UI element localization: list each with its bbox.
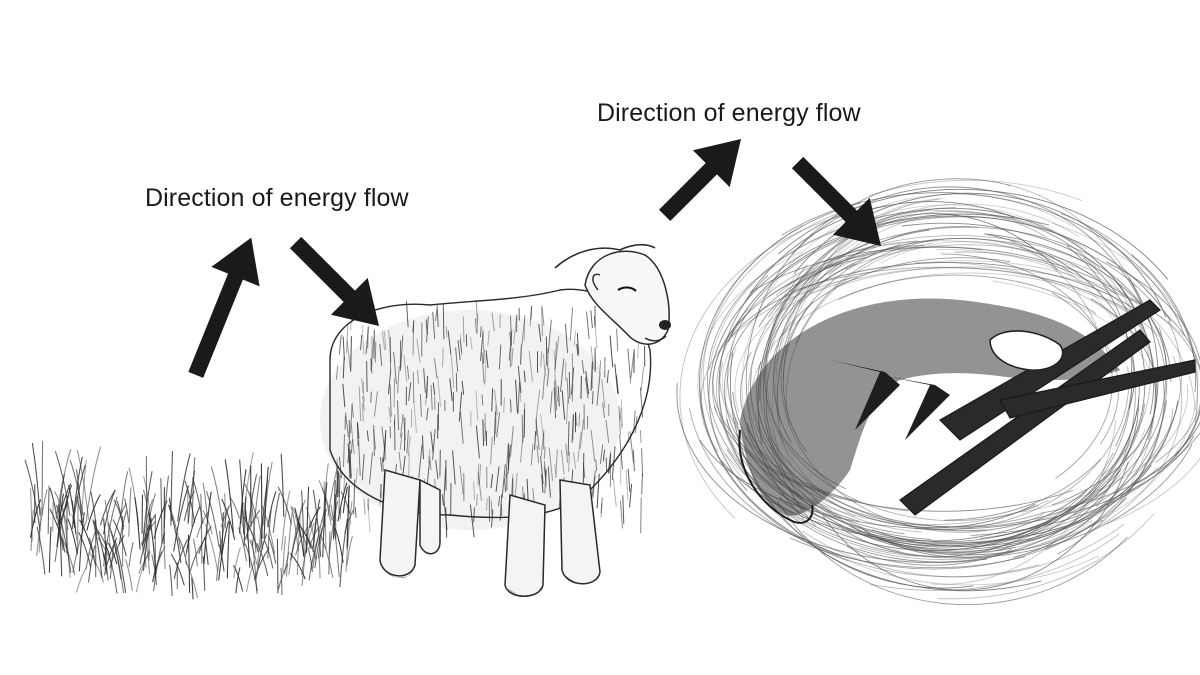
arrow-up-right-icon <box>188 237 260 378</box>
sheep-illustration <box>320 243 671 597</box>
grass-illustration <box>24 440 354 600</box>
energy-flow-label-2: Direction of energy flow <box>597 99 861 127</box>
arrow-down-right-icon <box>791 156 882 247</box>
carcass-illustration <box>676 178 1200 606</box>
energy-flow-label-1: Direction of energy flow <box>145 184 409 212</box>
arrow-down-right-icon <box>289 236 380 327</box>
arrow-up-right-icon <box>658 138 742 222</box>
